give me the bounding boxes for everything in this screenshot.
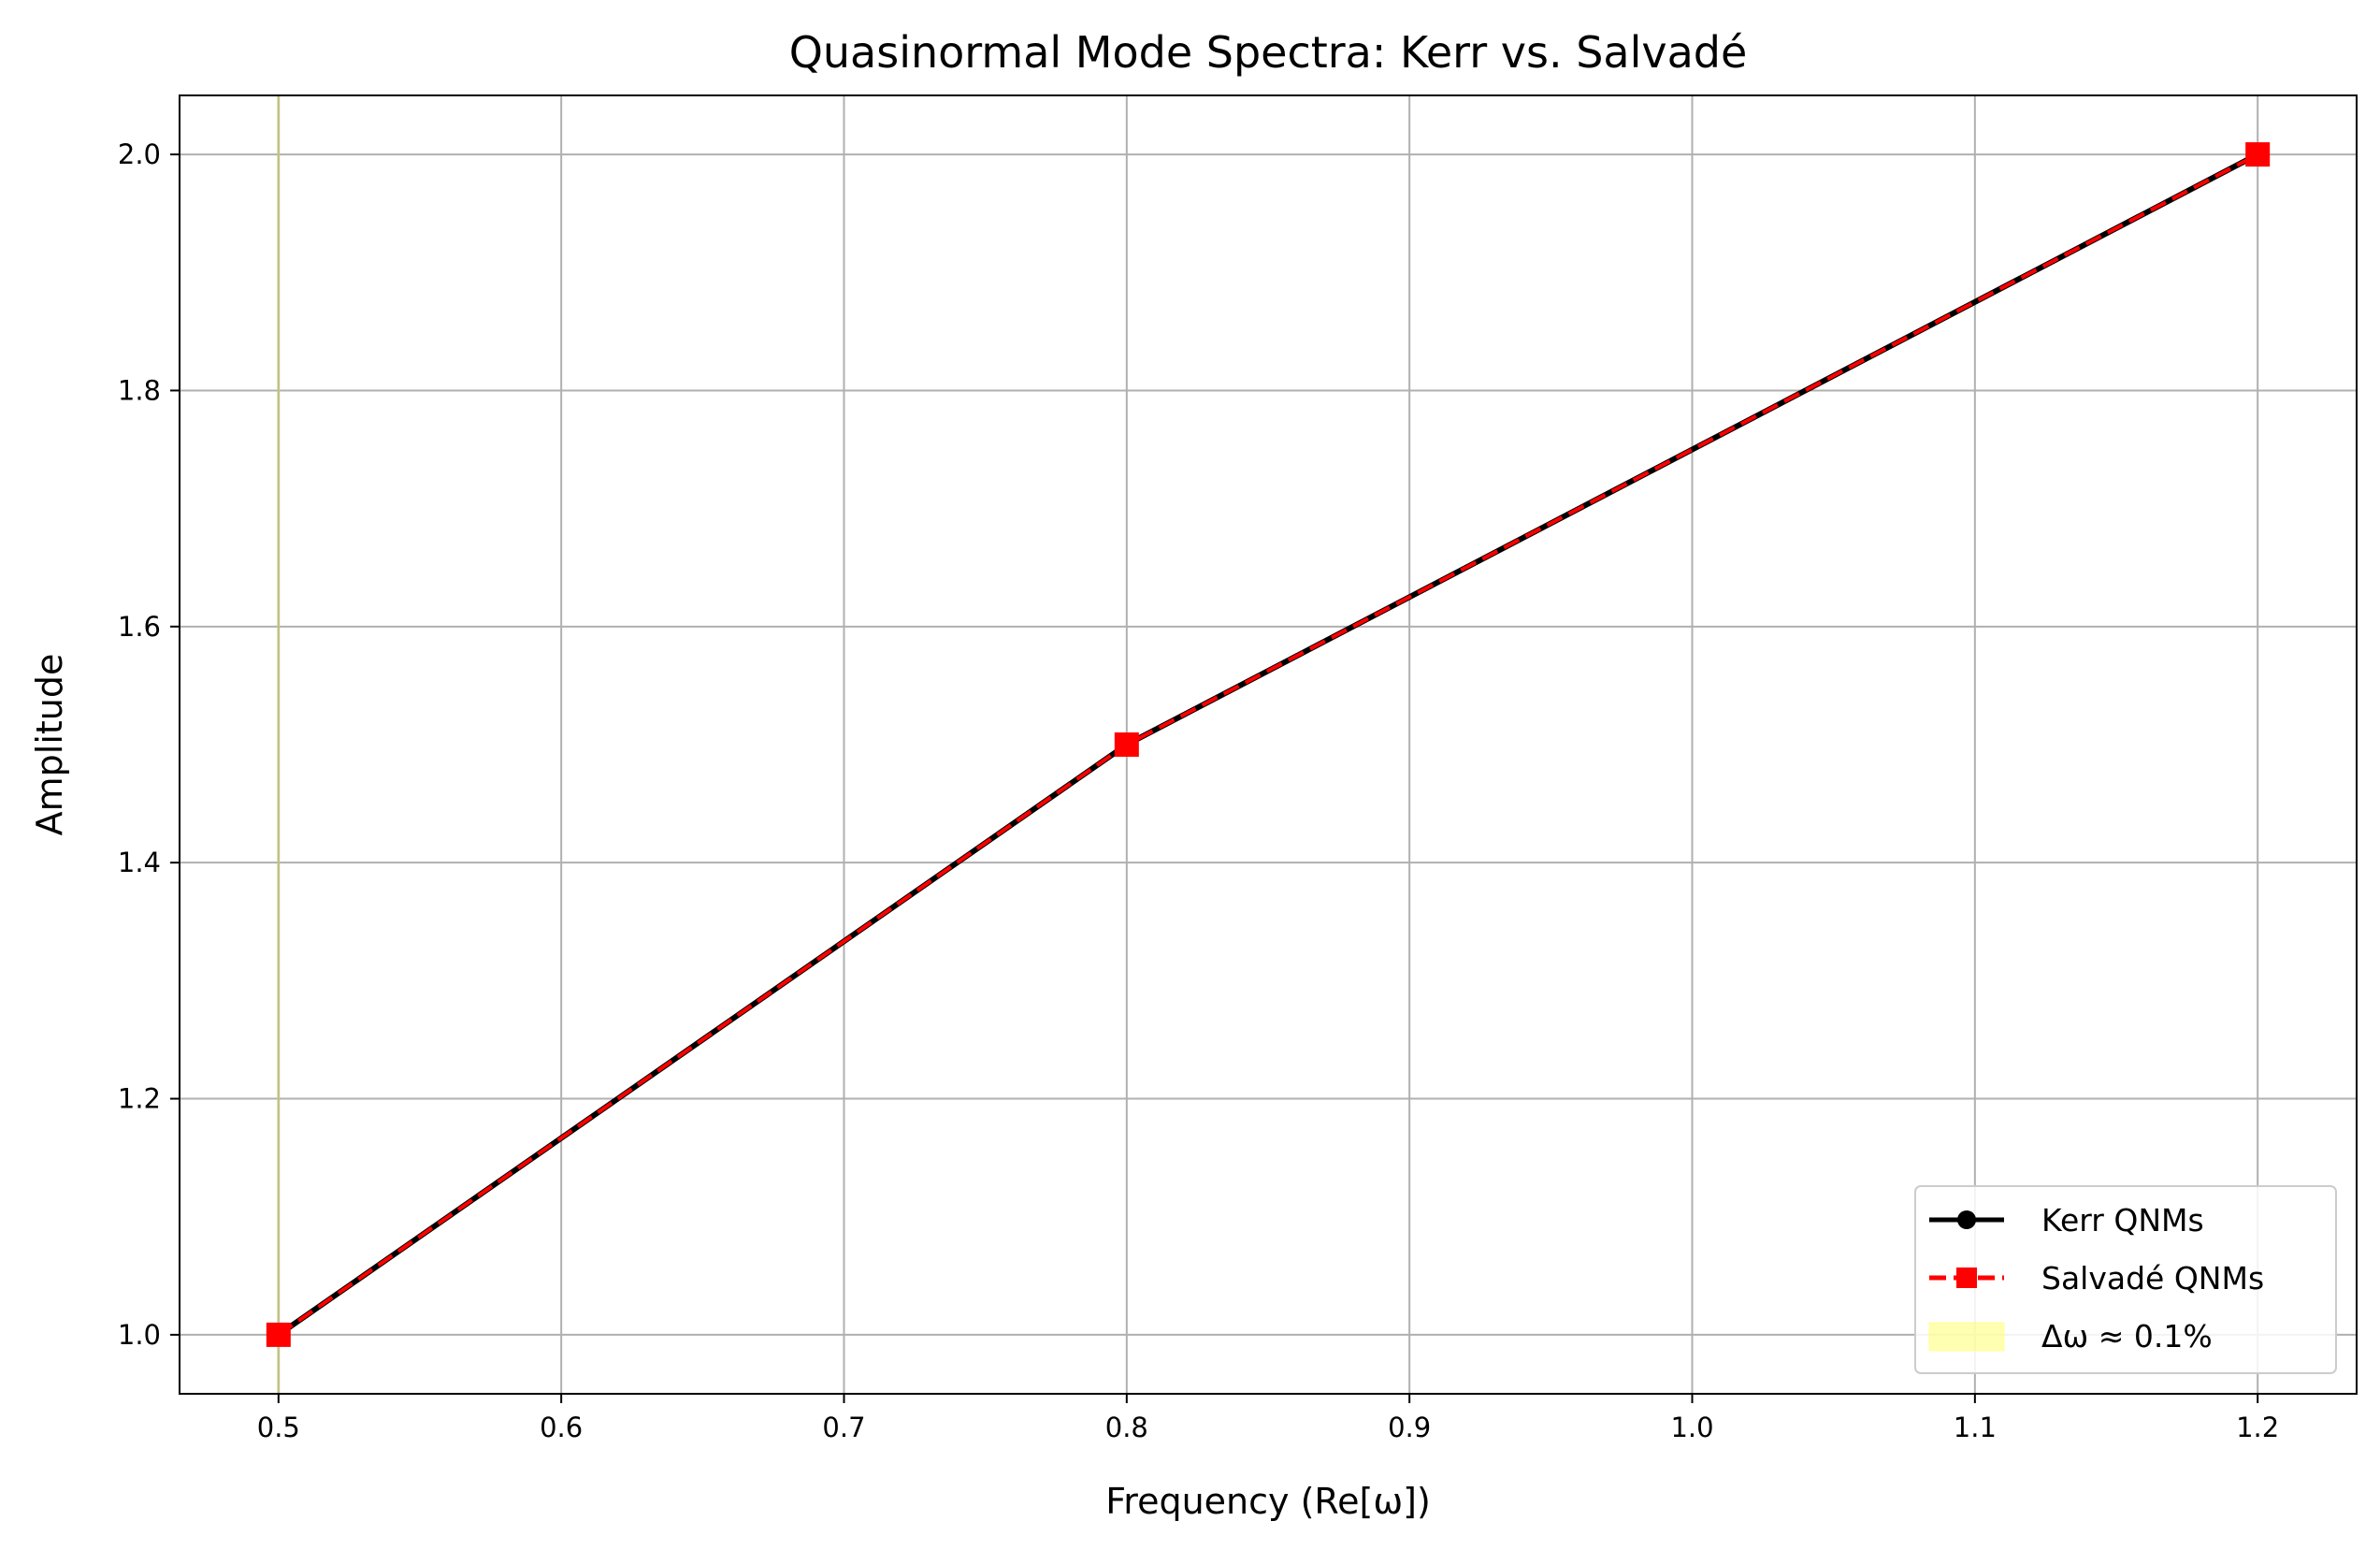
y-tick-label: 1.4	[118, 847, 161, 878]
y-tick-label: 1.0	[118, 1319, 161, 1351]
chart-title: Quasinormal Mode Spectra: Kerr vs. Salva…	[789, 27, 1748, 78]
x-tick-label: 1.2	[2236, 1412, 2279, 1443]
highlight-band	[277, 95, 281, 1394]
x-tick-label: 0.6	[540, 1412, 583, 1443]
y-tick-label: 1.2	[118, 1083, 161, 1115]
legend: Kerr QNMs Salvadé QNMs Δω ≈ 0.1%	[1914, 1185, 2337, 1374]
legend-band-swatch	[1928, 1322, 2005, 1352]
salvade-point	[1114, 732, 1139, 757]
ticks: 0.5 0.6 0.7 0.8 0.9 1.0 1.1 1.2 1.0 1.2 1.4 1.6 1.8 2…	[118, 138, 2279, 1443]
salvade-point	[266, 1322, 291, 1347]
x-tick-label: 0.8	[1105, 1412, 1148, 1443]
series-layer	[266, 142, 2271, 1347]
legend-frame	[1914, 1185, 2337, 1374]
plot-area	[180, 95, 2357, 1394]
x-tick-label: 0.5	[257, 1412, 300, 1443]
x-tick-label: 1.0	[1670, 1412, 1713, 1443]
legend-kerr-label: Kerr QNMs	[2041, 1202, 2204, 1239]
x-tick-label: 0.9	[1388, 1412, 1431, 1443]
legend-band-label: Δω ≈ 0.1%	[2041, 1318, 2213, 1354]
salvade-point	[2245, 142, 2271, 167]
legend-kerr-marker	[1957, 1210, 1976, 1229]
x-tick-label: 0.7	[822, 1412, 865, 1443]
legend-salvade-marker	[1956, 1268, 1977, 1288]
y-axis-label: Amplitude	[29, 654, 70, 836]
grid	[180, 95, 2357, 1394]
legend-salvade-label: Salvadé QNMs	[2041, 1260, 2264, 1296]
highlight-band-layer	[277, 95, 281, 1394]
x-tick-label: 1.1	[1954, 1412, 1997, 1443]
y-tick-label: 1.8	[118, 374, 161, 406]
y-tick-label: 2.0	[118, 138, 161, 170]
x-axis-label: Frequency (Re[ω])	[1105, 1481, 1431, 1522]
y-tick-label: 1.6	[118, 611, 161, 643]
plot-frame	[179, 94, 2358, 1395]
